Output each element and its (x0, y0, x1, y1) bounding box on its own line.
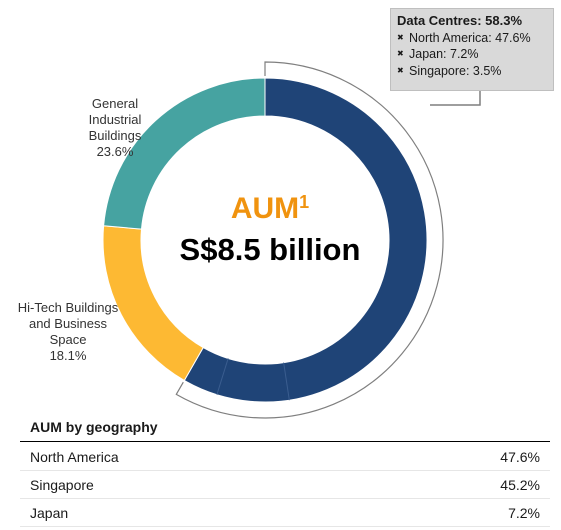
hitech-line-3: Space (49, 332, 87, 347)
geography-value: 47.6% (500, 448, 540, 465)
hitech-percent: 18.1% (49, 348, 87, 363)
callout-item: ✖ Singapore: 3.5% (397, 63, 547, 80)
donut-slice-data-centres (183, 77, 428, 403)
geography-name: North America (30, 448, 119, 465)
callout-item-label: North America: 47.6% (409, 30, 531, 45)
geography-value: 45.2% (500, 476, 540, 493)
table-row: Japan 7.2% (20, 499, 550, 527)
callout-item-label: Singapore: 3.5% (409, 63, 502, 78)
donut-slice-general-industrial-buildings (103, 77, 266, 230)
table-row: Singapore 45.2% (20, 471, 550, 499)
general-percent: 23.6% (96, 144, 134, 159)
geography-name: Singapore (30, 476, 94, 493)
geography-name: Japan (30, 504, 69, 521)
callout-item-label: Japan: 7.2% (409, 47, 479, 61)
hitech-line-2: and Business (28, 316, 108, 331)
hitech-line-1: Hi-Tech Buildings (17, 300, 119, 315)
data-centre-divider (216, 358, 229, 395)
callout-title: Data Centres: 58.3% (397, 13, 522, 28)
geography-value: 7.2% (508, 504, 540, 521)
donut-slices (102, 77, 428, 403)
data-centre-subdividers (216, 358, 290, 401)
data-centre-divider (283, 362, 290, 401)
callout-item: ✖ Japan: 7.2% (397, 46, 547, 63)
callout-item: ✖ North America: 47.6% (397, 30, 547, 47)
table-row: North America 47.6% (20, 443, 550, 471)
data-centres-callout: Data Centres: 58.3% ✖ North America: 47.… (390, 8, 554, 91)
center-value: S$8.5 billion (179, 232, 361, 267)
center-title: AUM1 (180, 192, 360, 226)
general-line-2: Industrial (88, 112, 142, 127)
x-bullet-icon: ✖ (397, 65, 404, 75)
geography-table-title: AUM by geography (30, 419, 158, 435)
data-centres-bracket (175, 61, 444, 419)
geography-table-rule (20, 441, 550, 442)
x-bullet-icon: ✖ (397, 49, 404, 58)
general-line-3: Buildings (88, 128, 142, 143)
footnote-marker: 1 (299, 192, 310, 212)
general-industrial-label: General Industrial Buildings 23.6% (40, 96, 190, 160)
general-line-1: General (91, 96, 139, 111)
hitech-label: Hi-Tech Buildings and Business Space 18.… (0, 300, 136, 364)
center-title-text: AUM (230, 192, 300, 225)
x-bullet-icon: ✖ (397, 32, 404, 42)
